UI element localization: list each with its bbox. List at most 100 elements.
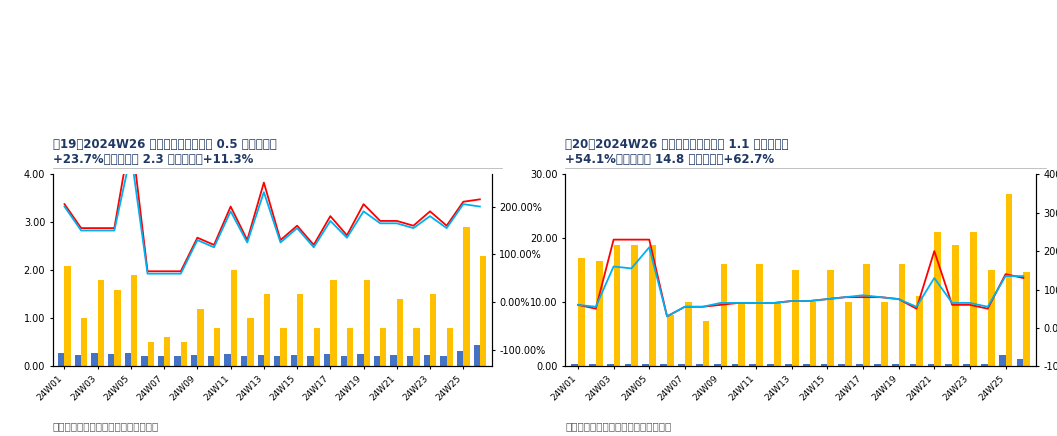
Bar bbox=[396, 299, 403, 366]
燃气灶线上销额同比 bbox=[946, 302, 959, 307]
Bar bbox=[963, 364, 970, 366]
Bar bbox=[785, 364, 792, 366]
Bar bbox=[291, 355, 297, 366]
燃气灶线下销量同比 bbox=[91, 228, 104, 233]
Bar bbox=[381, 328, 387, 366]
Bar bbox=[625, 364, 631, 366]
燃气灶线下销额同比 bbox=[474, 197, 486, 202]
Bar bbox=[571, 364, 578, 366]
燃气灶线上销量同比 bbox=[892, 296, 905, 302]
Bar bbox=[838, 364, 846, 366]
燃气灶线下销量同比 bbox=[191, 238, 204, 243]
燃气灶线上销量同比 bbox=[1017, 273, 1030, 279]
燃气灶线下销量同比 bbox=[407, 225, 420, 231]
Bar bbox=[347, 328, 353, 366]
燃气灶线上销额同比 bbox=[1017, 276, 1030, 281]
Bar bbox=[413, 328, 420, 366]
燃气灶线上销额同比 bbox=[572, 302, 585, 307]
Bar bbox=[631, 245, 638, 366]
燃气灶线上销量同比 bbox=[733, 300, 745, 306]
Bar bbox=[1023, 272, 1031, 366]
燃气灶线上销量同比 bbox=[839, 295, 852, 300]
燃气灶线上销额同比 bbox=[892, 296, 905, 302]
Bar bbox=[928, 364, 934, 366]
Bar bbox=[374, 356, 381, 366]
Bar bbox=[767, 364, 774, 366]
Bar bbox=[224, 354, 230, 366]
Bar bbox=[424, 355, 430, 366]
燃气灶线下销额同比 bbox=[174, 269, 187, 274]
Bar bbox=[75, 355, 81, 366]
Bar bbox=[863, 264, 870, 366]
燃气灶线上销量同比 bbox=[767, 300, 780, 306]
Bar bbox=[749, 364, 756, 366]
Bar bbox=[696, 364, 703, 366]
燃气灶线下销量同比 bbox=[224, 209, 237, 214]
燃气灶线上销额同比 bbox=[910, 306, 923, 311]
燃气灶线上销量同比 bbox=[661, 314, 673, 319]
燃气灶线上销额同比 bbox=[625, 237, 637, 242]
燃气灶线上销额同比 bbox=[785, 298, 798, 303]
燃气灶线上销量同比 bbox=[856, 293, 869, 298]
Bar bbox=[880, 302, 888, 366]
Bar bbox=[198, 309, 204, 366]
Bar bbox=[934, 232, 941, 366]
燃气灶线下销额同比 bbox=[125, 129, 137, 135]
燃气灶线上销量同比 bbox=[625, 266, 637, 271]
燃气灶线上销量同比 bbox=[999, 273, 1012, 279]
Bar bbox=[97, 280, 104, 366]
燃气灶线上销量同比 bbox=[643, 245, 655, 250]
Line: 燃气灶线下销额同比: 燃气灶线下销额同比 bbox=[64, 132, 480, 271]
Bar bbox=[614, 245, 620, 366]
Bar bbox=[131, 275, 137, 366]
燃气灶线下销量同比 bbox=[108, 228, 120, 233]
Bar bbox=[739, 302, 745, 366]
燃气灶线下销量同比 bbox=[324, 218, 337, 224]
Bar bbox=[774, 302, 781, 366]
Line: 燃气灶线上销量同比: 燃气灶线上销量同比 bbox=[578, 247, 1023, 317]
燃气灶线上销量同比 bbox=[785, 298, 798, 303]
Bar bbox=[792, 270, 798, 366]
燃气灶线上销额同比 bbox=[643, 237, 655, 242]
Bar bbox=[314, 328, 320, 366]
燃气灶线上销额同比 bbox=[715, 302, 727, 307]
Bar bbox=[874, 364, 880, 366]
燃气灶线下销量同比 bbox=[291, 225, 303, 231]
燃气灶线下销量同比 bbox=[258, 190, 271, 195]
Bar bbox=[58, 353, 64, 366]
Bar bbox=[441, 356, 447, 366]
燃气灶线上销量同比 bbox=[964, 300, 977, 306]
Bar bbox=[721, 264, 727, 366]
Bar bbox=[607, 364, 614, 366]
燃气灶线下销额同比 bbox=[390, 218, 403, 224]
燃气灶线下销量同比 bbox=[75, 228, 88, 233]
Bar bbox=[81, 318, 88, 366]
燃气灶线下销额同比 bbox=[407, 223, 420, 228]
Bar bbox=[264, 294, 271, 366]
Bar bbox=[148, 342, 154, 366]
Bar bbox=[91, 353, 97, 366]
燃气灶线下销额同比 bbox=[324, 214, 337, 219]
燃气灶线上销量同比 bbox=[910, 304, 923, 310]
Bar bbox=[114, 290, 120, 366]
Line: 燃气灶线上销额同比: 燃气灶线上销额同比 bbox=[578, 240, 1023, 317]
燃气灶线下销额同比 bbox=[291, 223, 303, 228]
燃气灶线上销量同比 bbox=[572, 302, 585, 307]
Bar bbox=[407, 356, 413, 366]
Bar bbox=[1005, 194, 1013, 366]
燃气灶线上销量同比 bbox=[928, 276, 941, 281]
Bar bbox=[357, 354, 364, 366]
燃气灶线下销量同比 bbox=[374, 221, 387, 226]
燃气灶线上销量同比 bbox=[608, 264, 620, 269]
Bar bbox=[703, 321, 709, 366]
Bar bbox=[324, 354, 331, 366]
Text: 数据来源：奥维云网、开源证券研究所: 数据来源：奥维云网、开源证券研究所 bbox=[53, 422, 160, 432]
Bar bbox=[447, 328, 453, 366]
燃气灶线下销量同比 bbox=[174, 271, 187, 276]
Bar bbox=[191, 355, 198, 366]
燃气灶线上销量同比 bbox=[590, 304, 602, 310]
燃气灶线上销额同比 bbox=[999, 272, 1012, 277]
Bar bbox=[589, 364, 596, 366]
燃气灶线上销量同比 bbox=[749, 300, 762, 306]
燃气灶线上销额同比 bbox=[981, 306, 994, 311]
